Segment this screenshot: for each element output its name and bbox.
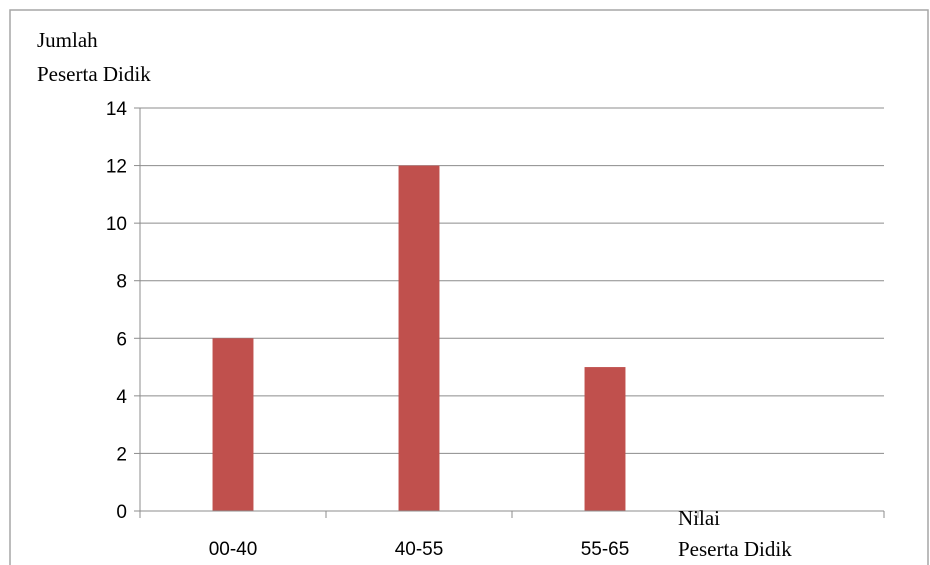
x-axis-label-line-1: Nilai xyxy=(678,506,720,530)
gridlines xyxy=(140,107,884,454)
y-tick-label-0: 0 xyxy=(116,502,127,523)
bar-00-40 xyxy=(212,338,254,511)
bar-55-65 xyxy=(584,367,626,511)
bar-40-55 xyxy=(398,165,440,512)
x-tick-labels: 00-40 40-55 55-65 xyxy=(209,539,630,560)
x-tick-label-55-65: 55-65 xyxy=(581,539,630,560)
y-tick-label-1: 2 xyxy=(116,444,127,465)
x-axis-label-line-2: Peserta Didik xyxy=(678,537,792,561)
chart-frame xyxy=(9,9,929,565)
y-tick-labels: 0 2 4 6 8 10 12 14 xyxy=(106,99,128,523)
y-axis-label-line-2: Peserta Didik xyxy=(37,62,151,86)
y-tick-label-7: 14 xyxy=(106,99,128,120)
y-tick-label-6: 12 xyxy=(106,157,127,178)
bars xyxy=(212,165,626,512)
x-tick-label-00-40: 00-40 xyxy=(209,539,258,560)
y-tick-label-5: 10 xyxy=(106,214,127,235)
y-tick-label-4: 8 xyxy=(116,272,127,293)
y-tick-label-2: 4 xyxy=(116,387,127,408)
y-tick-label-3: 6 xyxy=(116,329,127,350)
y-axis-label-line-1: Jumlah xyxy=(37,28,98,52)
axes xyxy=(134,107,885,518)
x-tick-label-40-55: 40-55 xyxy=(395,539,444,560)
